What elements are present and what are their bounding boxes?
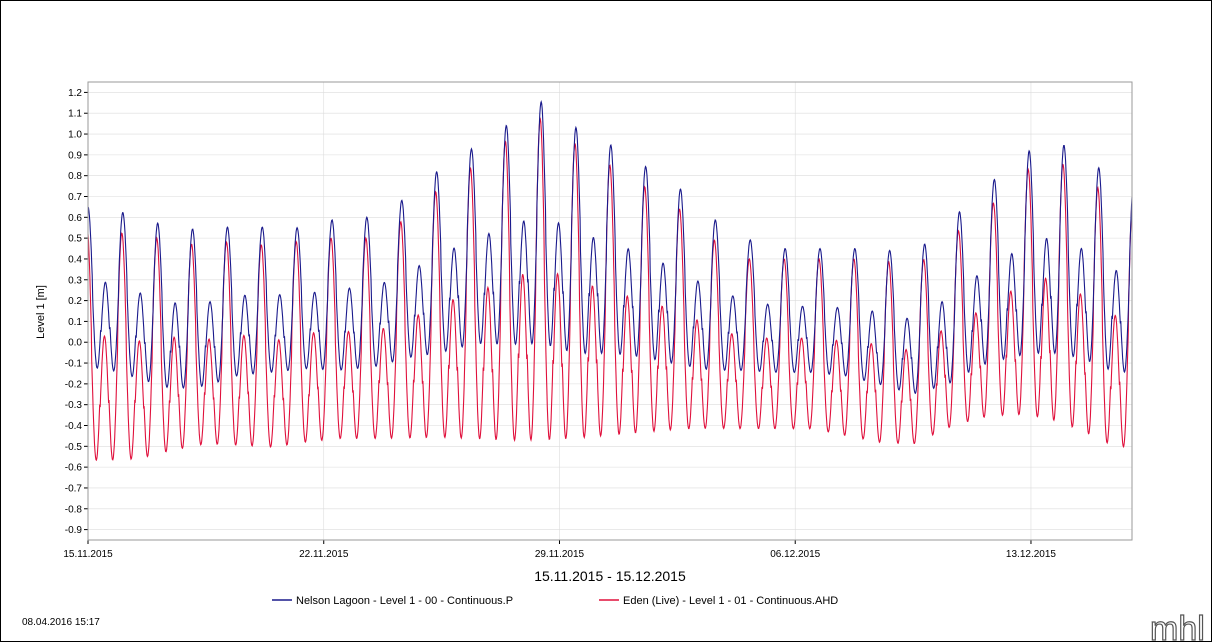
svg-text:mhl: mhl — [1150, 610, 1205, 642]
x-axis-range-label: 15.11.2015 - 15.12.2015 — [534, 568, 686, 584]
legend-label-eden: Eden (Live) - Level 1 - 01 - Continuous.… — [623, 595, 838, 607]
x-tick-label: 15.11.2015 — [63, 549, 113, 560]
plot-area-border — [87, 81, 1133, 541]
y-tick-label: 0.7 — [68, 192, 82, 203]
y-tick-label: 0.3 — [68, 275, 82, 286]
x-tick-label: 29.11.2015 — [535, 549, 585, 560]
series-line-nelson — [87, 99, 1133, 395]
y-tick-label: 1.1 — [68, 109, 82, 120]
y-tick-label: 0.9 — [68, 150, 82, 161]
y-tick-label: -0.3 — [65, 400, 83, 411]
y-tick-label: -0.4 — [65, 421, 83, 432]
series-layer — [87, 99, 1133, 462]
y-tick-label: -0.9 — [65, 525, 83, 536]
y-tick-label: 0.0 — [68, 338, 82, 349]
y-tick-label: 1.2 — [68, 88, 82, 99]
y-tick-label: -0.6 — [65, 463, 83, 474]
x-tick-label: 06.12.2015 — [770, 549, 820, 560]
y-tick-label: -0.7 — [65, 483, 83, 494]
y-tick-label: 0.6 — [68, 213, 82, 224]
print-timestamp: 08.04.2016 15:17 — [22, 617, 100, 628]
y-tick-label: 1.0 — [68, 130, 82, 141]
series-line-eden — [87, 117, 1133, 462]
x-axis-ticks: 15.11.2015 22.11.2015 29.11.2015 06.12.2015… — [63, 540, 1056, 560]
y-tick-label: 0.8 — [68, 171, 82, 182]
y-tick-label: 0.5 — [68, 234, 82, 245]
y-tick-label: -0.8 — [65, 504, 83, 515]
mhl-logo: mhl — [1148, 610, 1212, 642]
x-tick-label: 13.12.2015 — [1006, 549, 1056, 560]
legend-label-nelson: Nelson Lagoon - Level 1 - 00 - Continuou… — [296, 595, 513, 607]
y-tick-label: 0.4 — [68, 254, 82, 265]
y-tick-label: 0.2 — [68, 296, 82, 307]
y-axis-ticks: 1.2 1.1 1.0 0.9 0.8 0.7 0.6 0.5 0.4 0.3 0.2 0.1 0.0 -… — [65, 88, 88, 536]
y-tick-label: -0.5 — [65, 442, 83, 453]
y-tick-label: -0.2 — [65, 379, 83, 390]
y-axis-label: Level 1 [m] — [35, 285, 47, 339]
legend: Nelson Lagoon - Level 1 - 00 - Continuou… — [272, 595, 838, 607]
y-tick-label: 0.1 — [68, 317, 82, 328]
x-tick-label: 22.11.2015 — [299, 549, 349, 560]
y-tick-label: -0.1 — [65, 359, 83, 370]
